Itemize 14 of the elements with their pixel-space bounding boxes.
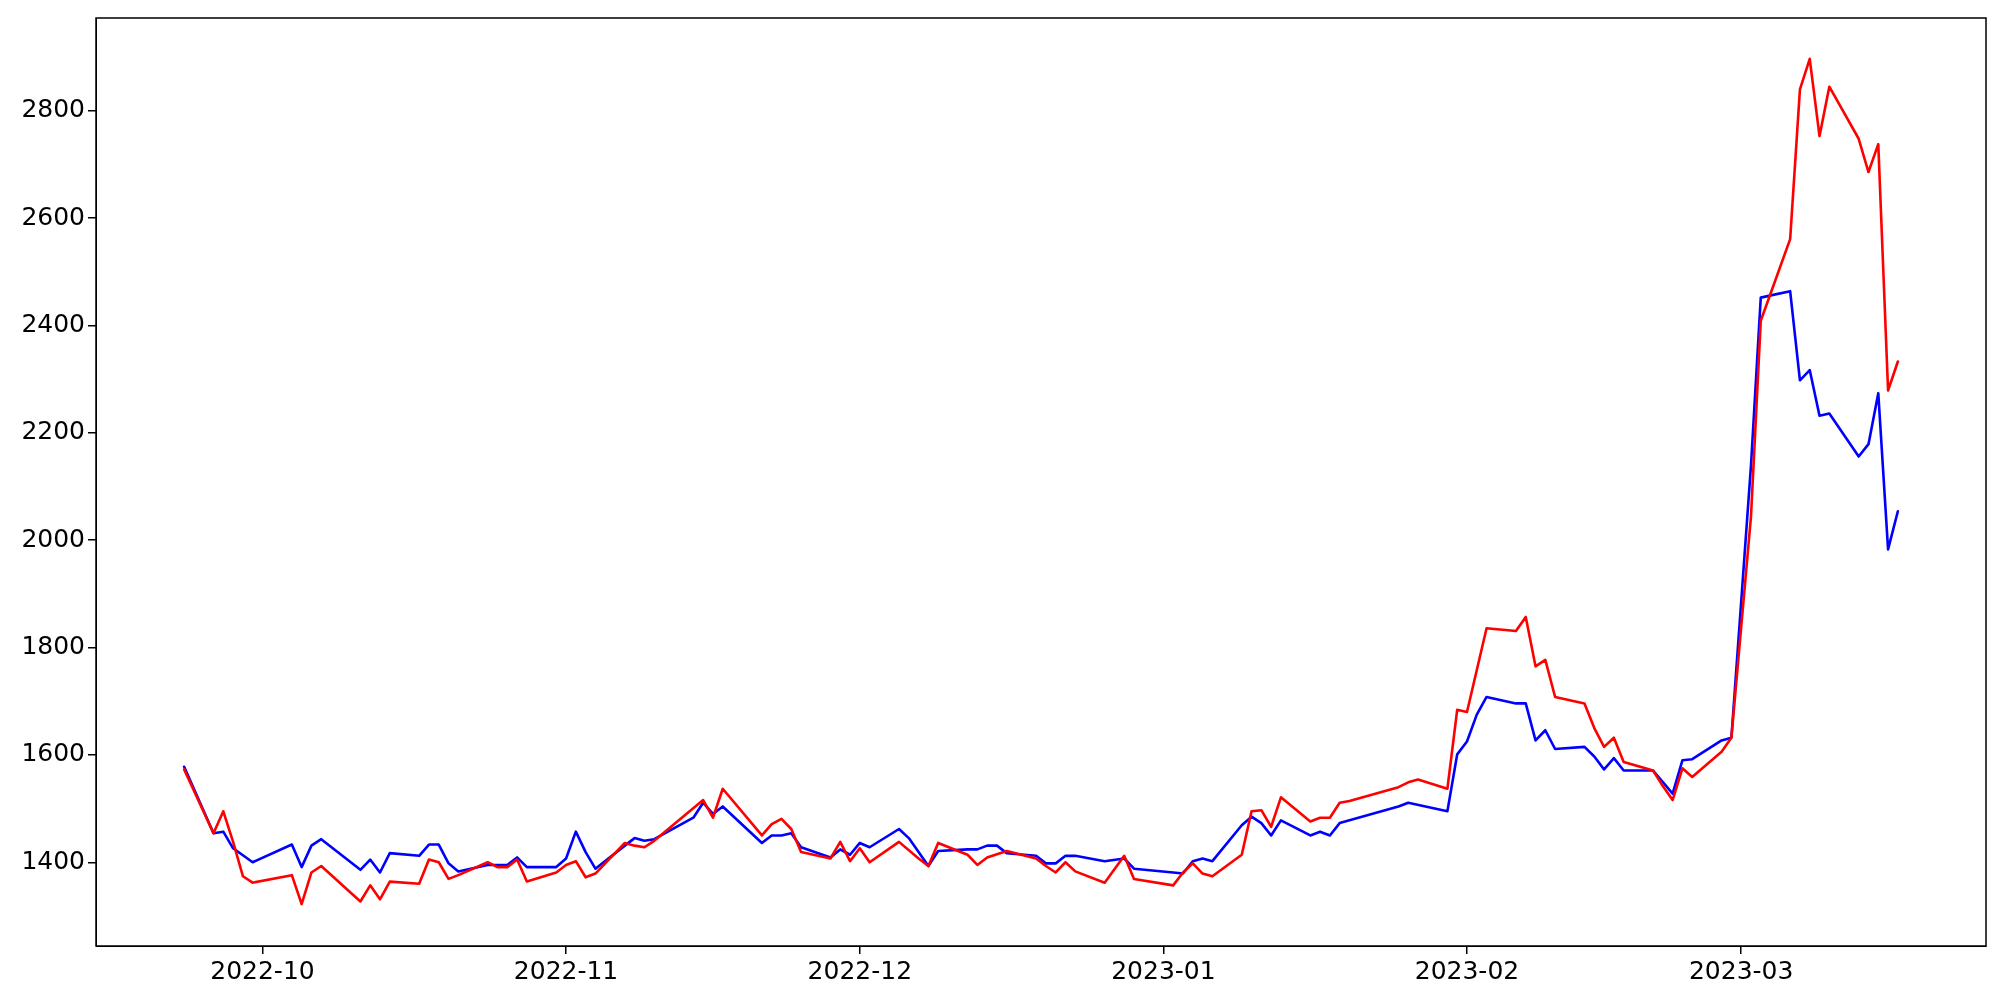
x-tick-label: 2022-11 bbox=[513, 955, 619, 985]
y-tick-label: 1600 bbox=[21, 738, 85, 768]
y-tick-label: 2400 bbox=[21, 309, 85, 339]
x-tick-label: 2022-10 bbox=[210, 955, 315, 985]
y-tick-label: 2000 bbox=[21, 523, 85, 553]
x-tick-label: 2023-02 bbox=[1414, 955, 1520, 985]
y-tick-label: 2200 bbox=[21, 416, 85, 446]
y-tick-label: 2800 bbox=[21, 94, 85, 124]
y-tick-label: 2600 bbox=[21, 201, 85, 231]
x-tick-label: 2023-01 bbox=[1111, 955, 1216, 985]
x-tick-label: 2022-12 bbox=[807, 955, 913, 985]
y-tick-label: 1800 bbox=[21, 631, 85, 661]
x-tick-label: 2023-03 bbox=[1688, 955, 1794, 985]
y-tick-label: 1400 bbox=[21, 845, 85, 875]
